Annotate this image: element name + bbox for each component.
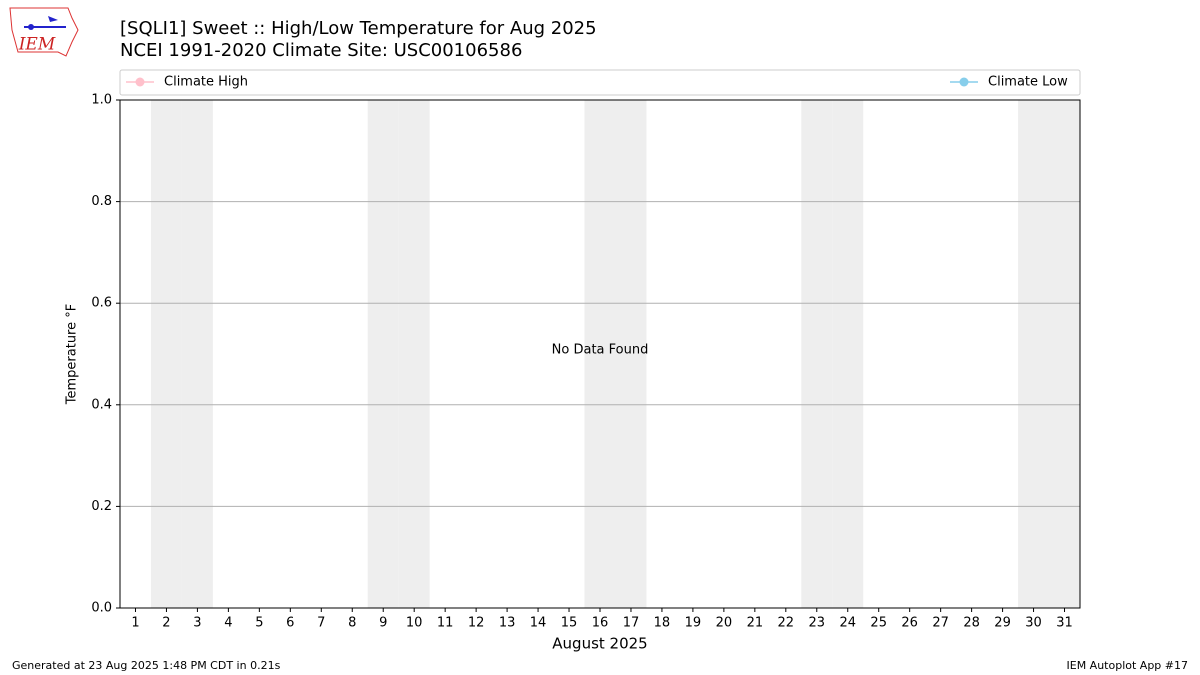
- y-tick-label: 0.4: [91, 397, 112, 412]
- weekend-band: [801, 100, 833, 608]
- logo-text: IEM: [18, 35, 56, 55]
- footer-left: Generated at 23 Aug 2025 1:48 PM CDT in …: [12, 659, 281, 672]
- x-tick-label: 4: [224, 616, 232, 631]
- legend-label: Climate High: [164, 75, 248, 90]
- x-tick-label: 6: [286, 616, 294, 631]
- x-tick-label: 8: [348, 616, 356, 631]
- x-tick-label: 27: [932, 616, 949, 631]
- chart-title: [SQLI1] Sweet :: High/Low Temperature fo…: [120, 18, 597, 39]
- weekend-band: [1049, 100, 1080, 608]
- x-tick-label: 1: [131, 616, 139, 631]
- weekend-band: [832, 100, 864, 608]
- y-tick-label: 1.0: [91, 93, 112, 108]
- plot-area: [120, 99, 1080, 609]
- x-tick-label: 23: [809, 616, 826, 631]
- weekend-band: [584, 100, 616, 608]
- x-tick-label: 7: [317, 616, 325, 631]
- legend-marker: [135, 77, 145, 87]
- y-tick-label: 0.2: [91, 499, 112, 514]
- y-tick-label: 0.6: [91, 296, 112, 311]
- x-tick-label: 5: [255, 616, 263, 631]
- weekend-band: [398, 100, 430, 608]
- logo: IEM: [9, 7, 79, 57]
- x-tick-label: 21: [747, 616, 764, 631]
- x-tick-label: 30: [1025, 616, 1042, 631]
- x-tick-label: 26: [901, 616, 918, 631]
- x-tick-label: 11: [437, 616, 454, 631]
- x-tick-label: 18: [654, 616, 671, 631]
- weekend-band: [615, 100, 647, 608]
- x-tick-label: 28: [963, 616, 980, 631]
- x-tick-label: 14: [530, 616, 547, 631]
- x-tick-label: 29: [994, 616, 1011, 631]
- x-tick-label: 31: [1056, 616, 1073, 631]
- x-tick-label: 20: [716, 616, 733, 631]
- x-tick-label: 25: [870, 616, 887, 631]
- footer-right: IEM Autoplot App #17: [1067, 659, 1189, 672]
- x-tick-label: 19: [685, 616, 702, 631]
- legend-marker: [959, 77, 969, 87]
- weekend-band: [367, 100, 399, 608]
- x-tick-label: 24: [839, 616, 856, 631]
- legend-box: [119, 69, 1081, 96]
- x-tick-label: 16: [592, 616, 609, 631]
- x-axis-label: August 2025: [552, 635, 647, 653]
- x-tick-label: 10: [406, 616, 423, 631]
- weekend-band: [181, 100, 213, 608]
- x-tick-label: 3: [193, 616, 201, 631]
- x-tick-label: 12: [468, 616, 485, 631]
- weekend-band: [1018, 100, 1050, 608]
- y-axis-label: Temperature °F: [65, 304, 80, 405]
- x-tick-label: 13: [499, 616, 516, 631]
- y-tick-label: 0.0: [91, 601, 112, 616]
- axes-frame: [119, 99, 1081, 609]
- legend-label: Climate Low: [988, 75, 1068, 90]
- x-tick-label: 22: [778, 616, 795, 631]
- x-tick-label: 9: [379, 616, 387, 631]
- weekend-band: [150, 100, 182, 608]
- annotation: No Data Found: [552, 343, 649, 358]
- y-tick-label: 0.8: [91, 194, 112, 209]
- chart-subtitle: NCEI 1991-2020 Climate Site: USC00106586: [120, 40, 522, 61]
- x-tick-label: 15: [561, 616, 578, 631]
- x-tick-label: 2: [162, 616, 170, 631]
- x-tick-label: 17: [623, 616, 640, 631]
